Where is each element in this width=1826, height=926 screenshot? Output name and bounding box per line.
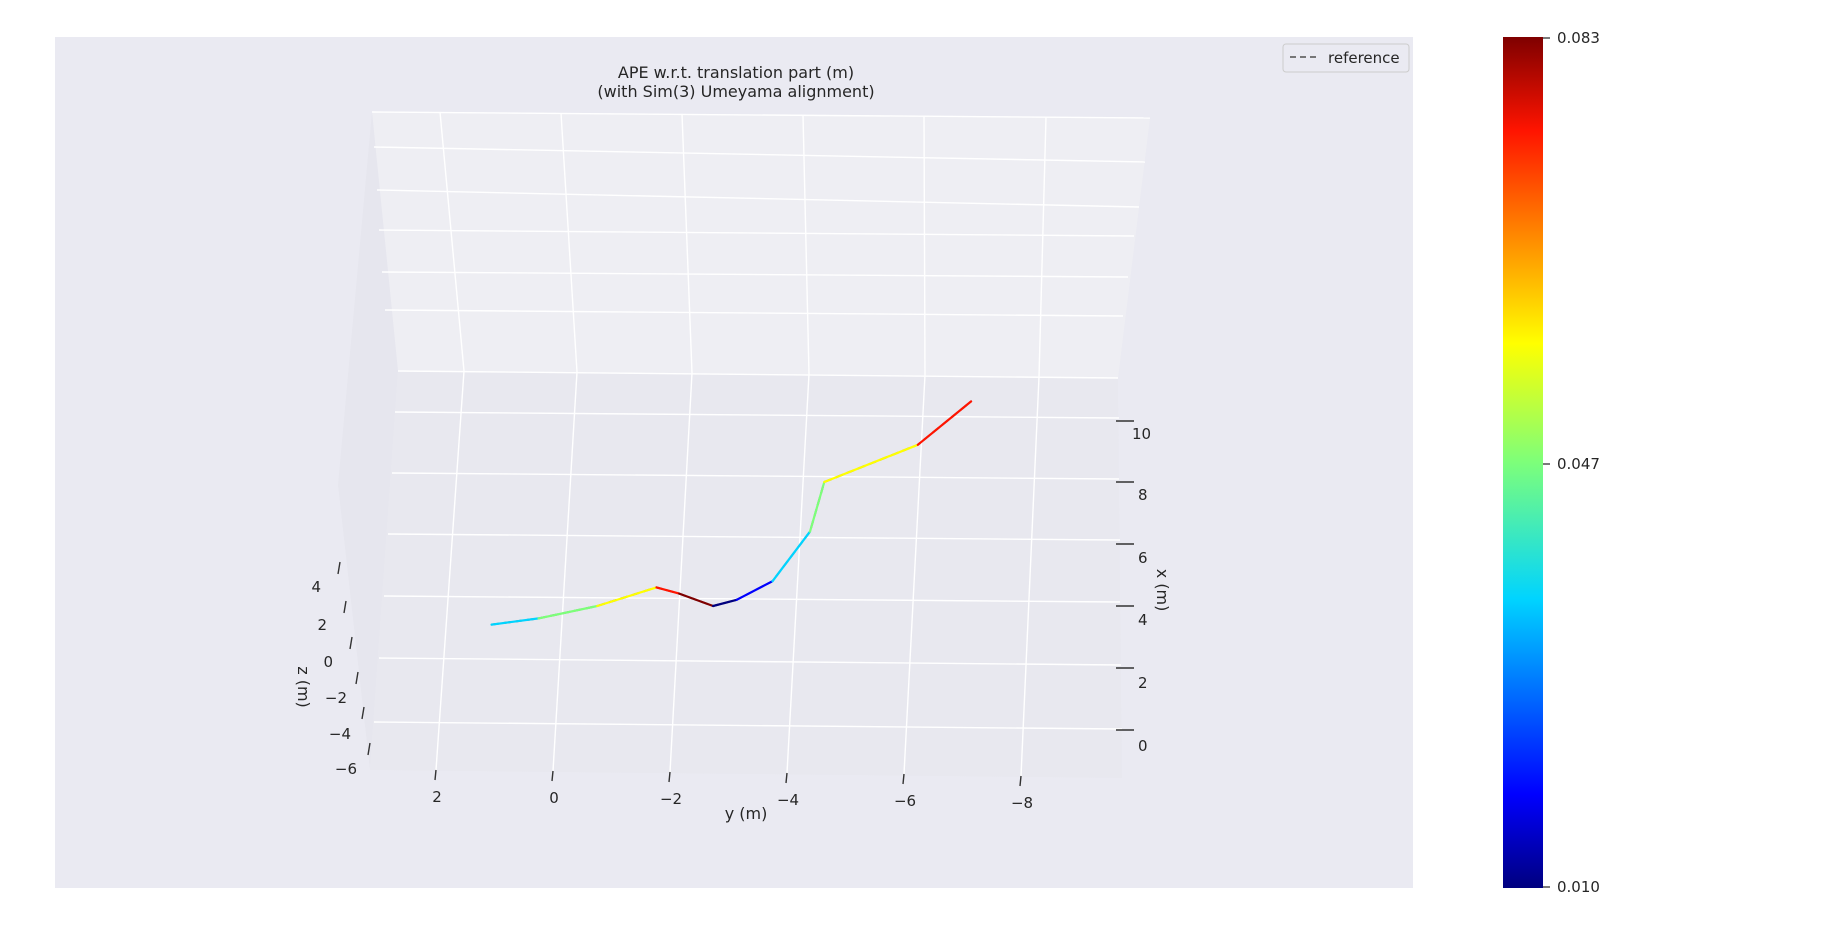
y-tick-label: −6: [894, 792, 916, 810]
trajectories: [490, 400, 973, 626]
colorbar-max-label: 0.083: [1557, 29, 1600, 47]
y-axis-ticks: [434, 769, 1022, 787]
x-tick-label: 6: [1138, 549, 1148, 567]
series-segment-ape: [808, 480, 826, 533]
y-tick-label: 2: [432, 788, 442, 806]
colorbar-mid-label: 0.047: [1557, 455, 1600, 473]
z-tick-label: −6: [335, 760, 357, 778]
z-axis-label: z (m): [294, 666, 313, 708]
chart-title: APE w.r.t. translation part (m): [618, 63, 854, 82]
x-tick-label: 0: [1138, 737, 1148, 755]
legend: reference: [1282, 43, 1410, 73]
z-tick-label: −2: [325, 689, 347, 707]
series-segment-ape: [771, 530, 812, 583]
y-tick-label: −4: [777, 791, 799, 809]
series-segment-ape: [823, 443, 919, 484]
series-segment-ape: [678, 592, 715, 608]
series-segment-ape: [655, 586, 681, 595]
x-axis-label: x (m): [1153, 569, 1172, 612]
colorbar: 0.083 0.047 0.010: [1503, 29, 1600, 896]
y-tick-label: 0: [549, 789, 559, 807]
z-tick-label: 0: [323, 653, 333, 671]
z-tick-label: 2: [317, 616, 327, 634]
floor-pane: [370, 371, 1122, 778]
colorbar-min-label: 0.010: [1557, 878, 1600, 896]
z-tick-label: 4: [311, 578, 321, 596]
x-tick-label: 4: [1138, 611, 1148, 629]
chart-subtitle: (with Sim(3) Umeyama alignment): [597, 82, 874, 101]
z-tick-label: −4: [329, 725, 351, 743]
legend-reference-label: reference: [1328, 49, 1400, 67]
z-axis-ticks: [337, 561, 371, 756]
series-segment-ape: [596, 586, 658, 608]
series-segment-ape: [916, 400, 973, 446]
y-tick-label: −8: [1011, 794, 1033, 812]
series-segment-ape: [711, 598, 738, 608]
x-axis-ticks: [1116, 420, 1134, 731]
x-tick-label: 10: [1132, 425, 1151, 443]
colorbar-gradient: [1503, 37, 1543, 888]
back-pane: [372, 112, 1150, 378]
series-segment-ape: [537, 604, 599, 620]
legend-box: [1282, 43, 1410, 73]
x-tick-label: 8: [1138, 486, 1148, 504]
y-tick-label: −2: [660, 790, 682, 808]
x-tick-label: 2: [1138, 674, 1148, 692]
side-pane: [338, 112, 398, 770]
y-axis-label: y (m): [725, 804, 768, 823]
grid-lines: [371, 111, 1151, 777]
series-segment-ape: [490, 617, 540, 626]
series-segment-ape: [735, 580, 774, 601]
